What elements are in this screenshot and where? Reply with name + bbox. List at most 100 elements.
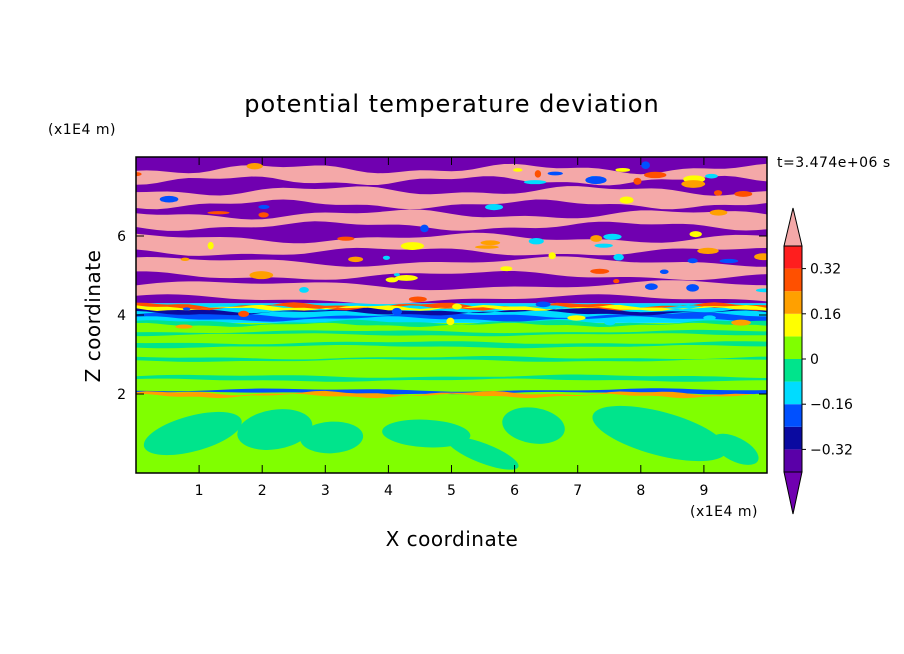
speck-mark [645,283,658,290]
eddy-mark [300,421,364,454]
speck-mark [619,196,634,204]
speck-mark [548,252,556,260]
colorbar-segment [784,404,802,427]
speck-mark [535,301,551,308]
middle-stripe [136,329,767,337]
colorbar-tick-label: 0.16 [810,307,841,323]
x-axis-label: X coordinate [386,527,519,551]
chart-title: potential temperature deviation [244,90,659,118]
speck-mark [485,204,504,211]
speck-mark [689,231,702,238]
middle-stripe [136,390,767,399]
speck-mark [258,204,270,210]
colorbar-segment [784,359,802,382]
speck-mark [734,191,753,197]
colorbar-segment [784,336,802,359]
middle-stripe [136,356,767,362]
eddy-mark [592,405,728,462]
speck-mark [175,324,193,329]
upper-layer [136,232,767,256]
speck-mark [474,245,499,249]
eddy-mark [143,411,242,456]
colorbar-under-arrow [783,471,803,515]
speck-mark [731,319,751,326]
speck-mark [523,180,547,185]
speck-mark [633,177,642,185]
upper-layer [136,163,767,186]
speck-mark [299,286,309,293]
speck-mark [644,171,667,179]
speck-mark [659,269,669,274]
eddy-mark [237,409,313,450]
speck-mark [446,317,455,326]
x-tick-label: 6 [510,483,519,499]
speck-mark [393,273,400,277]
speck-mark [613,279,620,284]
y-unit-label: (x1E4 m) [48,122,116,138]
middle-stripe [136,367,767,374]
speck-mark [385,277,399,283]
plot-field [136,157,767,473]
speck-mark [615,167,631,172]
speck-mark [207,211,230,215]
speck-mark [567,315,586,321]
speck-mark [337,236,355,241]
colorbar-tick-label: 0.32 [810,262,841,278]
speck-mark [238,310,250,318]
colorbar-segment [784,246,802,269]
speck-mark [613,253,624,261]
x-tick-label: 3 [321,483,330,499]
colorbar-segment [784,291,802,314]
speck-mark [258,212,269,218]
middle-stripe [136,374,767,382]
x-tick-label: 4 [384,483,393,499]
x-tick-label: 5 [447,483,456,499]
speck-mark [513,168,523,172]
upper-layer [136,256,767,281]
speck-mark [719,258,739,264]
colorbar-over-arrow [783,207,803,247]
x-unit-label: (x1E4 m) [690,504,758,520]
speck-mark [641,161,650,170]
speck-mark [686,284,699,292]
speck-mark [420,224,429,233]
speck-mark [207,241,214,250]
time-label: t=3.474e+06 s [777,155,891,171]
transition-stripe [136,302,767,311]
eddy-mark [712,433,759,465]
speck-mark [159,195,179,203]
speck-mark [604,319,616,326]
upper-layer [136,209,767,231]
colorbar-segment [784,381,802,405]
middle-stripe [136,388,767,395]
colorbar-tick-label: −0.16 [810,397,853,413]
speck-mark [755,288,767,293]
speck-mark [697,247,719,254]
y-tick-label: 4 [117,308,126,324]
speck-mark [590,268,610,274]
y-axis: 2 4 6 [117,229,767,403]
speck-mark [528,237,544,245]
speck-mark [500,266,513,272]
x-tick-label: 9 [699,483,708,499]
upper-layer [136,280,767,305]
eddy-mark [502,407,565,444]
y-tick-label: 2 [117,387,126,403]
speck-mark [709,209,728,216]
speck-mark [249,271,274,280]
speck-mark [394,275,418,281]
speck-mark [400,242,425,250]
transition-stripe [136,304,767,311]
speck-mark [594,243,613,248]
speck-mark [590,235,603,242]
transition-stripe [136,312,767,322]
speck-mark [182,307,191,311]
colorbar-segment [784,449,802,472]
y-tick-label: 6 [117,229,126,245]
colorbar-segment [784,426,802,450]
colorbar-tick-label: 0 [810,352,819,368]
speck-mark [585,176,607,185]
colorbar-segment [784,268,802,292]
speck-mark [348,256,364,263]
